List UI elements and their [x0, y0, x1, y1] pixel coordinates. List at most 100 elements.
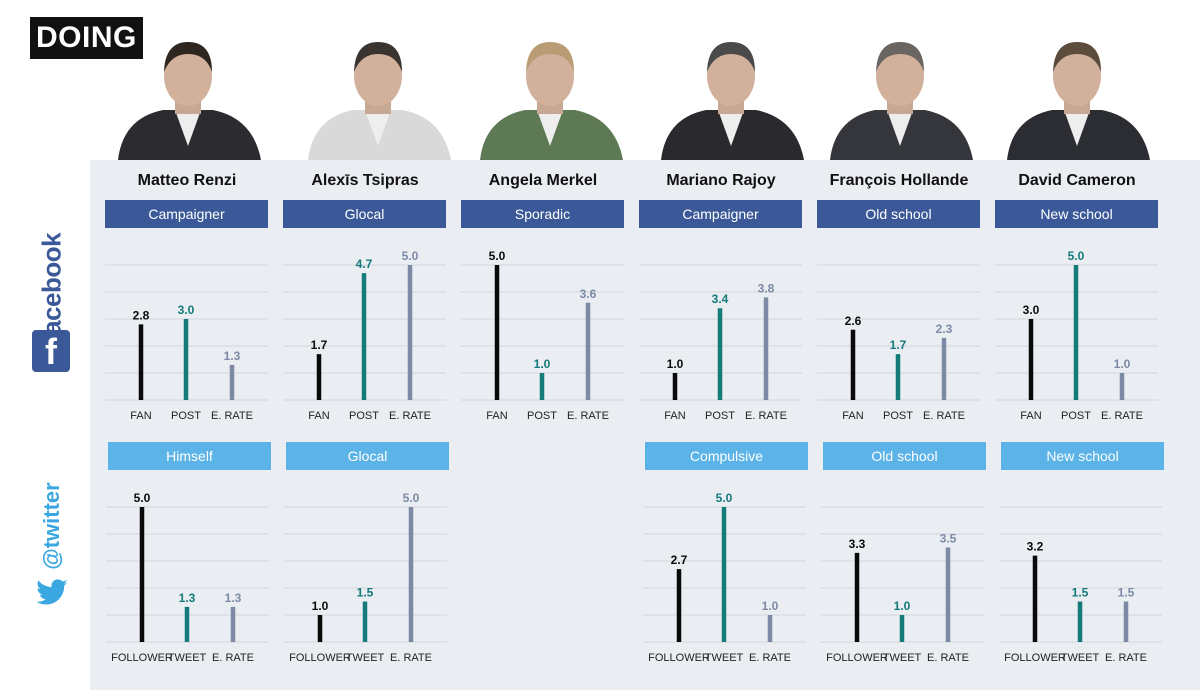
value-label: 1.5: [1118, 586, 1135, 600]
value-label: 3.5: [940, 532, 957, 546]
category-label: FAN: [308, 410, 329, 422]
category-label: E. RATE: [1101, 410, 1143, 422]
facebook-style-badge: Glocal: [283, 200, 446, 228]
value-label: 3.6: [580, 287, 597, 301]
category-label: E. RATE: [567, 410, 609, 422]
value-label: 3.2: [1027, 540, 1044, 554]
leader-name: David Cameron: [1018, 172, 1136, 189]
value-label: 3.0: [1023, 303, 1040, 317]
value-label: 1.0: [762, 599, 779, 613]
facebook-style-badge: New school: [995, 200, 1158, 228]
category-label: TWEET: [883, 652, 922, 664]
category-label: FOLLOWER: [1004, 652, 1066, 664]
content-panel: [90, 160, 1200, 690]
value-label: 1.0: [1114, 357, 1131, 371]
category-label: POST: [1061, 410, 1091, 422]
twitter-style-badge: New school: [1001, 442, 1164, 470]
category-label: POST: [527, 410, 557, 422]
value-label: 1.0: [894, 599, 911, 613]
value-label: 1.3: [225, 591, 242, 605]
value-label: 1.0: [534, 357, 551, 371]
category-label: FAN: [130, 410, 151, 422]
twitter-chart-3: 2.7 FOLLOWER 5.0 TWEET 1.0 E. RATE: [643, 491, 806, 664]
category-label: FAN: [1020, 410, 1041, 422]
portrait-francois-hollande: [830, 42, 973, 160]
value-label: 1.7: [311, 338, 328, 352]
value-label: 5.0: [403, 491, 420, 505]
category-label: FOLLOWER: [648, 652, 710, 664]
value-label: 1.0: [667, 357, 684, 371]
portrait-matteo-renzi: [118, 42, 261, 160]
leader-name: Mariano Rajoy: [666, 172, 776, 189]
value-label: 5.0: [134, 491, 151, 505]
leader-name: François Hollande: [829, 172, 969, 189]
category-label: POST: [171, 410, 201, 422]
twitter-style-badge: Himself: [108, 442, 271, 470]
facebook-chart-2: 5.0 FAN 1.0 POST 3.6 E. RATE: [461, 249, 624, 422]
value-label: 4.7: [356, 257, 373, 271]
value-label: 5.0: [1068, 249, 1085, 263]
facebook-chart-1: 1.7 FAN 4.7 POST 5.0 E. RATE: [283, 249, 446, 422]
category-label: POST: [705, 410, 735, 422]
twitter-style-badge: Old school: [823, 442, 986, 470]
facebook-chart-4: 2.6 FAN 1.7 POST 2.3 E. RATE: [817, 264, 980, 422]
value-label: 2.3: [936, 322, 953, 336]
category-label: FAN: [664, 410, 685, 422]
category-label: E. RATE: [1105, 652, 1147, 664]
value-label: 1.5: [357, 586, 374, 600]
category-label: FAN: [486, 410, 507, 422]
facebook-icon: [32, 330, 70, 372]
twitter-style-badge: Compulsive: [645, 442, 808, 470]
category-label: TWEET: [168, 652, 207, 664]
category-label: TWEET: [346, 652, 385, 664]
twitter-chart-1: 1.0 FOLLOWER 1.5 TWEET 5.0 E. RATE: [284, 491, 447, 664]
category-label: FAN: [842, 410, 863, 422]
value-label: 3.4: [712, 292, 729, 306]
category-label: E. RATE: [749, 652, 791, 664]
value-label: 5.0: [716, 491, 733, 505]
category-label: TWEET: [705, 652, 744, 664]
category-label: FOLLOWER: [289, 652, 351, 664]
leader-name: Alexīs Tsipras: [311, 172, 419, 189]
facebook-style-badge: Campaigner: [639, 200, 802, 228]
category-label: FOLLOWER: [111, 652, 173, 664]
value-label: 1.3: [224, 349, 241, 363]
facebook-chart-0: 2.8 FAN 3.0 POST 1.3 E. RATE: [105, 264, 268, 422]
value-label: 5.0: [402, 249, 419, 263]
twitter-style-badge: Glocal: [286, 442, 449, 470]
twitter-chart-0: 5.0 FOLLOWER 1.3 TWEET 1.3 E. RATE: [106, 491, 269, 664]
category-label: E. RATE: [212, 652, 254, 664]
category-label: E. RATE: [390, 652, 432, 664]
value-label: 3.3: [849, 537, 866, 551]
facebook-style-badge: Campaigner: [105, 200, 268, 228]
value-label: 2.7: [671, 553, 688, 567]
category-label: POST: [883, 410, 913, 422]
value-label: 5.0: [489, 249, 506, 263]
leaders-row: [0, 0, 1200, 200]
category-label: POST: [349, 410, 379, 422]
facebook-style-badge: Old school: [817, 200, 980, 228]
portrait-alexis-tsipras: [308, 42, 451, 160]
brand-logo: DOING: [30, 17, 143, 59]
facebook-style-badge: Sporadic: [461, 200, 624, 228]
category-label: E. RATE: [745, 410, 787, 422]
category-label: E. RATE: [927, 652, 969, 664]
category-label: E. RATE: [211, 410, 253, 422]
portrait-david-cameron: [1007, 42, 1150, 160]
category-label: TWEET: [1061, 652, 1100, 664]
value-label: 3.8: [758, 281, 775, 295]
value-label: 3.0: [178, 303, 195, 317]
category-label: E. RATE: [389, 410, 431, 422]
twitter-chart-4: 3.3 FOLLOWER 1.0 TWEET 3.5 E. RATE: [821, 506, 984, 664]
value-label: 2.8: [133, 308, 150, 322]
leader-name: Matteo Renzi: [137, 172, 237, 189]
value-label: 1.0: [312, 599, 329, 613]
twitter-chart-5: 3.2 FOLLOWER 1.5 TWEET 1.5 E. RATE: [999, 506, 1162, 664]
twitter-bird-icon: [36, 579, 68, 605]
value-label: 2.6: [845, 314, 862, 328]
facebook-f-glyph: f: [45, 331, 57, 372]
portrait-mariano-rajoy: [661, 42, 804, 160]
value-label: 1.7: [890, 338, 907, 352]
portrait-angela-merkel: [480, 42, 623, 160]
